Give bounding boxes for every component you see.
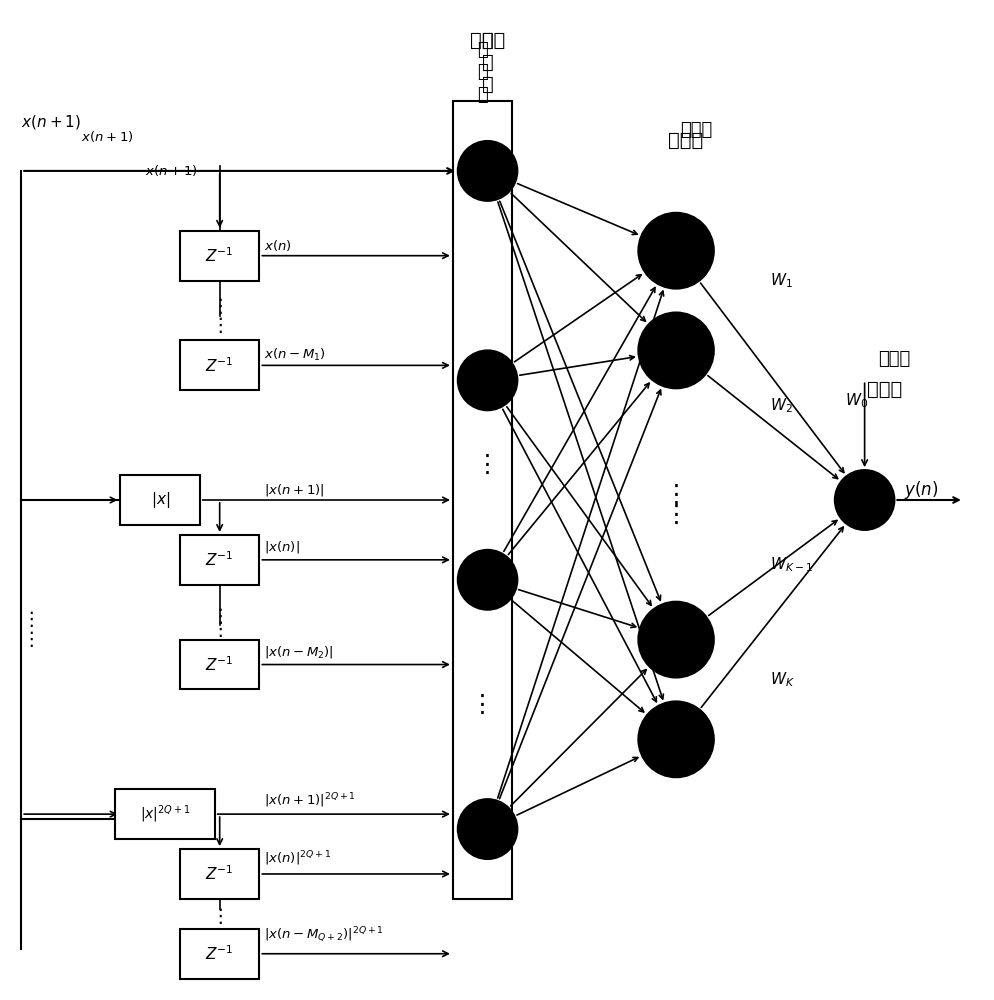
Text: $W_{K-1}$: $W_{K-1}$	[769, 555, 812, 574]
Text: $Z^{-1}$: $Z^{-1}$	[205, 550, 234, 569]
Circle shape	[457, 350, 517, 410]
Text: $B_1$: $B_1$	[666, 241, 685, 260]
Circle shape	[638, 602, 713, 678]
Text: 隐含层: 隐含层	[679, 121, 712, 139]
FancyBboxPatch shape	[452, 101, 512, 899]
Text: ⋮: ⋮	[210, 316, 230, 335]
Circle shape	[638, 313, 713, 388]
Text: $|x|$: $|x|$	[150, 490, 170, 510]
Text: 输
入
层: 输 入 层	[477, 41, 487, 104]
Text: $Z^{-1}$: $Z^{-1}$	[205, 944, 234, 963]
Text: ⋮: ⋮	[474, 453, 500, 477]
Circle shape	[638, 213, 713, 289]
Text: $x(n)$: $x(n)$	[264, 238, 292, 253]
Text: $Z^{-1}$: $Z^{-1}$	[205, 246, 234, 265]
Circle shape	[457, 550, 517, 610]
Text: ⋮: ⋮	[663, 503, 688, 527]
Text: 隐含层: 隐含层	[668, 131, 703, 150]
Text: ⋮: ⋮	[210, 297, 230, 316]
Text: $W_1$: $W_1$	[769, 271, 792, 290]
Text: $|x(n-M_{Q+2})|^{2Q+1}$: $|x(n-M_{Q+2})|^{2Q+1}$	[264, 926, 384, 945]
Text: ⋮: ⋮	[469, 692, 495, 716]
Text: $B_{K-1}$: $B_{K-1}$	[656, 630, 695, 649]
Text: 输出层: 输出层	[878, 350, 910, 368]
Text: ⋮: ⋮	[210, 607, 230, 626]
Text: $W_0$: $W_0$	[844, 391, 867, 410]
Circle shape	[834, 470, 894, 530]
FancyBboxPatch shape	[120, 475, 200, 525]
Text: $|x(n-M_2)|$: $|x(n-M_2)|$	[264, 644, 334, 660]
Text: $Z^{-1}$: $Z^{-1}$	[205, 655, 234, 674]
Circle shape	[638, 701, 713, 777]
Text: ⋮: ⋮	[22, 610, 41, 629]
Text: $B_K$: $B_K$	[665, 730, 686, 749]
FancyBboxPatch shape	[115, 789, 215, 839]
FancyBboxPatch shape	[180, 849, 259, 899]
Text: $|x(n)|^{2Q+1}$: $|x(n)|^{2Q+1}$	[264, 850, 331, 868]
Circle shape	[457, 799, 517, 859]
Text: 输入层: 输入层	[469, 31, 505, 50]
Text: $|x(n+1)|^{2Q+1}$: $|x(n+1)|^{2Q+1}$	[264, 792, 356, 810]
Circle shape	[457, 141, 517, 201]
FancyBboxPatch shape	[180, 640, 259, 689]
Text: ⋮: ⋮	[210, 620, 230, 639]
FancyBboxPatch shape	[180, 231, 259, 281]
Text: ⋮: ⋮	[210, 907, 230, 926]
Text: $W_K$: $W_K$	[769, 670, 794, 689]
Text: $x(n+1)$: $x(n+1)$	[145, 163, 198, 178]
Text: $|x|^{2Q+1}$: $|x|^{2Q+1}$	[139, 803, 190, 825]
Text: $Z^{-1}$: $Z^{-1}$	[205, 865, 234, 883]
Text: ⋮: ⋮	[663, 483, 688, 507]
FancyBboxPatch shape	[180, 929, 259, 979]
Text: $x(n-M_1)$: $x(n-M_1)$	[264, 347, 326, 363]
Text: 输
入
层: 输 入 层	[481, 31, 493, 94]
Text: $y(n)$: $y(n)$	[904, 479, 937, 501]
FancyBboxPatch shape	[180, 535, 259, 585]
Text: $x(n+1)$: $x(n+1)$	[21, 113, 82, 131]
FancyBboxPatch shape	[180, 340, 259, 390]
Text: $x(n+1)$: $x(n+1)$	[81, 129, 133, 144]
Text: ⋮: ⋮	[22, 630, 41, 649]
Text: $B_2$: $B_2$	[666, 341, 685, 360]
Text: $|x(n)|$: $|x(n)|$	[264, 539, 300, 555]
Text: $W_2$: $W_2$	[769, 396, 792, 415]
Text: 输出层: 输出层	[866, 380, 902, 399]
Text: $Z^{-1}$: $Z^{-1}$	[205, 356, 234, 375]
Text: $|x(n+1)|$: $|x(n+1)|$	[264, 482, 324, 498]
